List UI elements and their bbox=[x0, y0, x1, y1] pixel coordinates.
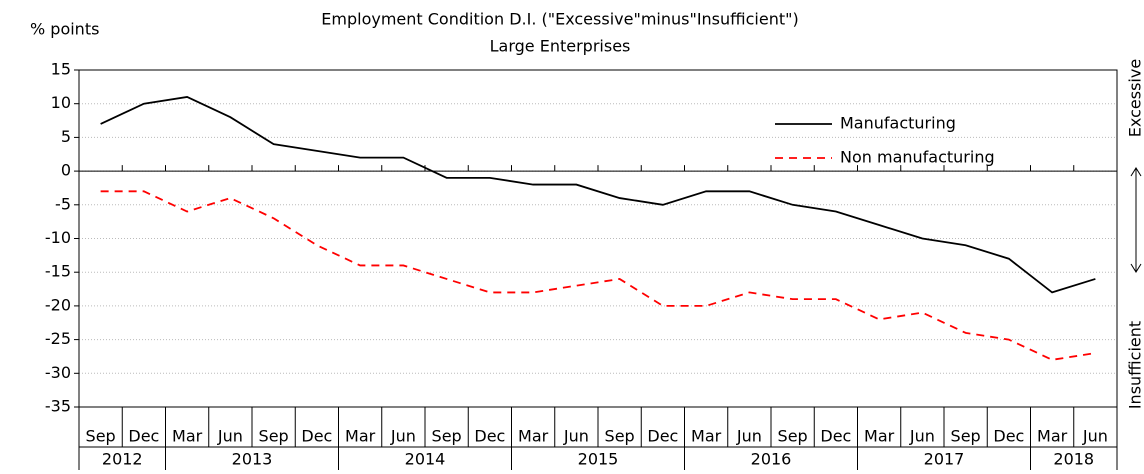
x-tick-label: Jun bbox=[390, 427, 416, 446]
year-label: 2016 bbox=[751, 450, 792, 469]
y-tick-label: -10 bbox=[45, 228, 71, 247]
legend-label: Manufacturing bbox=[840, 114, 956, 133]
x-tick-label: Mar bbox=[691, 427, 722, 446]
x-tick-label: Mar bbox=[345, 427, 376, 446]
chart-title: Employment Condition D.I. ("Excessive"mi… bbox=[321, 10, 798, 29]
year-label: 2015 bbox=[578, 450, 619, 469]
y-tick-label: -15 bbox=[45, 262, 71, 281]
x-tick-label: Sep bbox=[778, 427, 808, 446]
x-tick-label: Sep bbox=[951, 427, 981, 446]
legend-label: Non manufacturing bbox=[840, 148, 995, 167]
x-tick-label: Mar bbox=[864, 427, 895, 446]
x-tick-label: Mar bbox=[518, 427, 549, 446]
x-tick-label: Sep bbox=[259, 427, 289, 446]
year-label: 2014 bbox=[405, 450, 446, 469]
x-tick-label: Jun bbox=[563, 427, 589, 446]
x-tick-label: Jun bbox=[1082, 427, 1108, 446]
y-tick-label: -25 bbox=[45, 329, 71, 348]
y-tick-label: 5 bbox=[61, 127, 71, 146]
year-label: 2012 bbox=[102, 450, 143, 469]
chart-subtitle: Large Enterprises bbox=[490, 37, 631, 56]
y-axis-label: % points bbox=[30, 20, 99, 39]
x-tick-label: Sep bbox=[605, 427, 635, 446]
x-tick-label: Dec bbox=[993, 427, 1024, 446]
x-tick-label: Jun bbox=[909, 427, 935, 446]
y-tick-label: 0 bbox=[61, 161, 71, 180]
year-label: 2017 bbox=[924, 450, 965, 469]
x-tick-label: Dec bbox=[301, 427, 332, 446]
y-tick-label: -30 bbox=[45, 363, 71, 382]
x-tick-label: Sep bbox=[432, 427, 462, 446]
y-tick-label: 15 bbox=[51, 60, 71, 79]
y-tick-label: -5 bbox=[55, 194, 71, 213]
x-tick-label: Mar bbox=[1037, 427, 1068, 446]
series-line bbox=[101, 191, 1096, 360]
y-tick-label: -20 bbox=[45, 295, 71, 314]
x-tick-label: Sep bbox=[86, 427, 116, 446]
year-label: 2013 bbox=[232, 450, 273, 469]
x-tick-label: Dec bbox=[820, 427, 851, 446]
arrow bbox=[1131, 168, 1141, 272]
lower-label: Insufficient bbox=[1126, 321, 1144, 409]
upper-label: Excessive bbox=[1126, 59, 1144, 137]
x-tick-label: Dec bbox=[128, 427, 159, 446]
y-tick-label: 10 bbox=[51, 93, 71, 112]
y-tick-label: -35 bbox=[45, 397, 71, 416]
x-tick-label: Dec bbox=[647, 427, 678, 446]
x-tick-label: Mar bbox=[172, 427, 203, 446]
x-tick-label: Jun bbox=[217, 427, 243, 446]
x-tick-label: Dec bbox=[474, 427, 505, 446]
year-label: 2018 bbox=[1053, 450, 1094, 469]
x-tick-label: Jun bbox=[736, 427, 762, 446]
